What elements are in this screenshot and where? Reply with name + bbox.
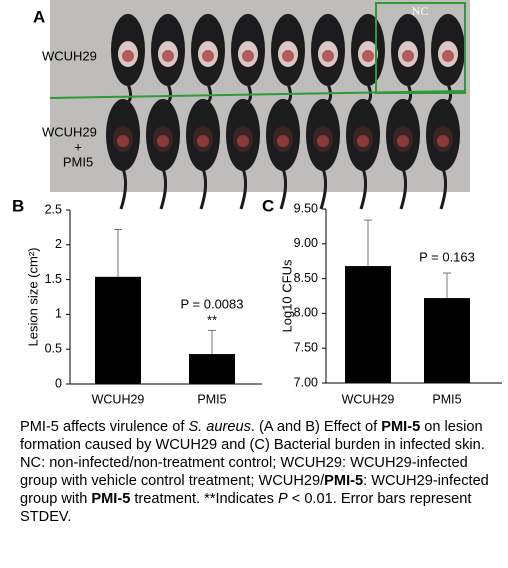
lesion bbox=[442, 50, 454, 62]
lesion bbox=[282, 50, 294, 62]
bar bbox=[95, 276, 141, 384]
row-divider bbox=[49, 90, 466, 99]
x-tick-label: PMI5 bbox=[432, 392, 461, 406]
lesion bbox=[437, 135, 449, 147]
nc-label: NC bbox=[412, 4, 429, 18]
annotation: ** bbox=[207, 312, 217, 327]
lesion bbox=[122, 50, 134, 62]
lesion bbox=[317, 135, 329, 147]
annotation: P = 0.163 bbox=[419, 249, 475, 264]
row-label: WCUH29 bbox=[42, 48, 97, 63]
row-label: + bbox=[74, 139, 82, 154]
bar bbox=[189, 354, 235, 384]
y-tick-label: 2.5 bbox=[45, 202, 62, 216]
caption-text: PMI-5 bbox=[91, 491, 131, 507]
bar bbox=[345, 266, 391, 383]
panel-label: A bbox=[33, 7, 45, 26]
mouse-tail bbox=[439, 168, 448, 210]
y-tick-label: 8.50 bbox=[294, 271, 318, 285]
row-label: PMI5 bbox=[63, 154, 93, 169]
lesion bbox=[357, 135, 369, 147]
nc-box bbox=[375, 2, 466, 94]
lesion bbox=[397, 135, 409, 147]
y-tick-label: 9.50 bbox=[294, 201, 318, 215]
mouse-tail bbox=[119, 168, 128, 210]
lesion bbox=[362, 50, 374, 62]
lesion bbox=[242, 50, 254, 62]
caption-text: . (A and B) Effect of bbox=[250, 419, 382, 435]
caption-text: S. aureus bbox=[188, 419, 251, 435]
mouse-tail bbox=[279, 168, 288, 210]
x-tick-label: WCUH29 bbox=[342, 392, 395, 406]
mouse-tail bbox=[199, 168, 208, 210]
y-tick-label: 7.50 bbox=[294, 340, 318, 354]
y-tick-label: 1.5 bbox=[45, 272, 62, 286]
y-tick-label: 0.5 bbox=[45, 341, 62, 355]
figure: A NC WCUH29 WCUH29 + PMI5 B Lesion size (… bbox=[12, 0, 502, 406]
caption-text: P bbox=[277, 491, 288, 507]
y-tick-label: 8.00 bbox=[294, 306, 318, 320]
lesion bbox=[197, 135, 209, 147]
caption-text: < 0.01. Error bars represent STDEV. bbox=[20, 491, 472, 525]
caption-text: PMI-5 bbox=[324, 473, 364, 489]
mouse-tail bbox=[239, 168, 248, 210]
y-tick-label: 9.00 bbox=[294, 236, 318, 250]
mouse-tail bbox=[159, 168, 168, 210]
mouse-tail bbox=[399, 168, 408, 210]
y-tick-label: 0 bbox=[55, 376, 62, 390]
bar bbox=[424, 298, 470, 383]
caption-text: PMI-5 bbox=[381, 419, 421, 435]
annotation: P = 0.0083 bbox=[180, 296, 243, 311]
lesion bbox=[322, 50, 334, 62]
lesion bbox=[277, 135, 289, 147]
lesion bbox=[202, 50, 214, 62]
mice bbox=[106, 14, 465, 210]
lesion bbox=[162, 50, 174, 62]
caption-text: PMI-5 affects virulence of bbox=[20, 419, 189, 435]
y-tick-label: 1 bbox=[55, 307, 62, 321]
caption-text: : WCUH29-infected group with bbox=[20, 473, 489, 507]
mouse-tail bbox=[359, 168, 368, 210]
x-tick-label: PMI5 bbox=[197, 392, 226, 406]
y-tick-label: 7.00 bbox=[294, 375, 318, 389]
row-label: WCUH29 bbox=[42, 124, 97, 139]
x-tick-label: WCUH29 bbox=[92, 392, 145, 406]
y-tick-label: 2 bbox=[55, 237, 62, 251]
caption: PMI-5 affects virulence of S. aureus. (A… bbox=[20, 418, 490, 526]
lesion bbox=[237, 135, 249, 147]
caption-text: treatment. **Indicates bbox=[130, 491, 278, 507]
lesion bbox=[402, 50, 414, 62]
panel-label: C bbox=[262, 196, 274, 215]
lesion bbox=[117, 135, 129, 147]
lesion bbox=[157, 135, 169, 147]
y-axis-label: Log10 CFUs bbox=[279, 259, 294, 332]
y-axis-label: Lesion size (cm²) bbox=[25, 248, 40, 347]
panel-label: B bbox=[12, 196, 24, 215]
caption-text: on lesion formation caused by WCUH29 and… bbox=[20, 419, 485, 489]
mouse-tail bbox=[319, 168, 328, 210]
